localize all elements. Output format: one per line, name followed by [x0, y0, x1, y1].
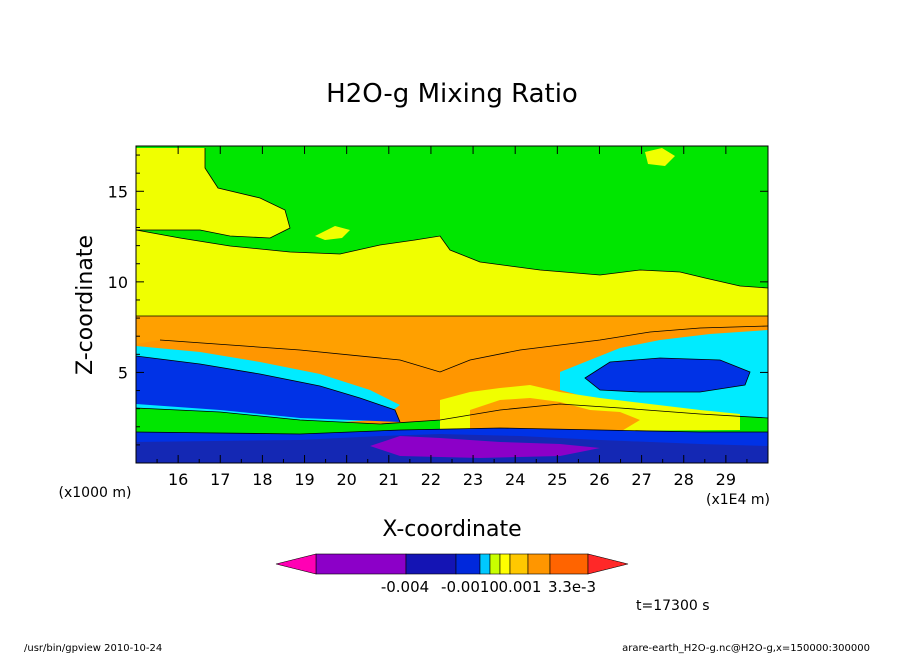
colorbar-label: 3.3e-3 — [548, 578, 596, 596]
colorbar-segment — [479, 553, 491, 575]
x-tick-label: 29 — [716, 470, 736, 489]
colorbar-segment — [315, 553, 407, 575]
x-tick-label: 27 — [631, 470, 651, 489]
colorbar-label: 0.001 — [499, 578, 542, 596]
x-tick-label: 21 — [379, 470, 399, 489]
colorbar-low-arrow — [275, 553, 317, 575]
blob-yellow-1 — [315, 226, 350, 240]
x-tick-label: 28 — [674, 470, 694, 489]
x-tick-label: 22 — [421, 470, 441, 489]
x-tick-label: 17 — [210, 470, 230, 489]
colorbar-label: -0.0010 — [441, 578, 499, 596]
band-bottom-purple — [370, 436, 600, 458]
colorbar-label: -0.004 — [381, 578, 429, 596]
contour-field — [136, 146, 768, 463]
band-orange-lower-right — [470, 398, 640, 432]
x-tick-label: 16 — [168, 470, 188, 489]
blob-yellow-2 — [645, 148, 675, 166]
colorbar-segment — [527, 553, 551, 575]
blob-blue-right — [585, 358, 750, 392]
colorbar-high-arrow — [587, 553, 629, 575]
x-tick-label: 26 — [589, 470, 609, 489]
y-tick-label: 10 — [108, 273, 128, 292]
y-tick-label: 15 — [108, 182, 128, 201]
x-unit-label: (x1E4 m) — [706, 492, 770, 508]
colorbar-labels: -0.004 -0.0010 0.001 3.3e-3 — [381, 578, 596, 596]
y-unit-label: (x1000 m) — [59, 485, 132, 501]
colorbar-segment — [405, 553, 457, 575]
x-tick-label: 23 — [463, 470, 483, 489]
y-axis: 5 10 15 — [108, 154, 768, 446]
x-tick-label: 20 — [336, 470, 356, 489]
band-blue-left — [136, 356, 400, 422]
x-axis: 16 17 18 19 20 21 22 23 24 25 26 27 28 29 — [156, 146, 748, 489]
y-axis-label: Z-coordinate — [73, 235, 98, 375]
colorbar-segment — [499, 553, 511, 575]
x-tick-label: 19 — [294, 470, 314, 489]
colorbar-segment — [509, 553, 529, 575]
footer-right: arare-earth_H2O-g.nc@H2O-g,x=150000:3000… — [622, 643, 870, 654]
band-yellow-upper — [136, 148, 290, 238]
colorbar — [275, 553, 629, 575]
contour-lines — [136, 148, 768, 435]
y-tick-label: 5 — [118, 363, 128, 382]
x-tick-label: 24 — [505, 470, 525, 489]
x-axis-label: X-coordinate — [382, 517, 521, 542]
chart-title: H2O-g Mixing Ratio — [326, 79, 578, 109]
footer-left: /usr/bin/gpview 2010-10-24 — [24, 643, 162, 654]
colorbar-segment — [455, 553, 481, 575]
time-label: t=17300 s — [636, 598, 710, 614]
x-tick-label: 18 — [252, 470, 272, 489]
colorbar-segment — [549, 553, 589, 575]
x-tick-label: 25 — [547, 470, 567, 489]
colorbar-segment — [489, 553, 501, 575]
